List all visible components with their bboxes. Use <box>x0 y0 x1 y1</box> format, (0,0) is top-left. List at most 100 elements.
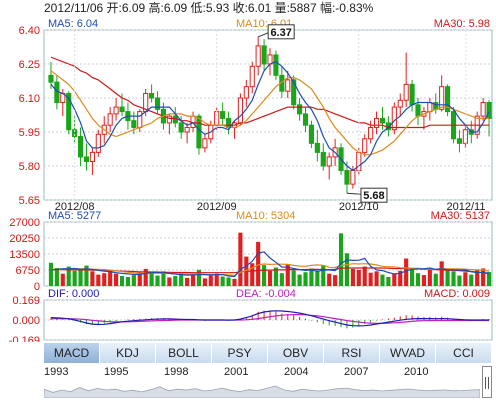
candle-body <box>486 102 492 119</box>
navigator-year-label: 2001 <box>224 366 249 378</box>
volume-bar <box>344 253 350 286</box>
volume-bar <box>457 275 462 286</box>
candle-body <box>83 156 90 162</box>
tab-boll[interactable]: BOLL <box>156 343 212 363</box>
candle-body <box>409 83 415 106</box>
high-marker-box <box>267 24 295 40</box>
navigator-year-label: 2007 <box>344 366 369 378</box>
volume-bar <box>421 275 426 286</box>
candle-body <box>326 156 332 167</box>
volume-bar <box>291 270 296 286</box>
candle-body <box>154 97 161 110</box>
volume-bar <box>167 277 172 286</box>
candle-body <box>237 97 243 124</box>
volume-bar <box>338 233 344 286</box>
volume-bar <box>96 274 101 286</box>
candle-body <box>178 122 184 133</box>
tab-kdj[interactable]: KDJ <box>100 343 156 363</box>
volume-ma30-label: MA30: 5137 <box>431 210 490 222</box>
tab-psy[interactable]: PSY <box>212 343 268 363</box>
candle-body <box>77 136 84 158</box>
tab-wvad[interactable]: WVAD <box>380 343 436 363</box>
volume-bar <box>256 241 261 286</box>
candle-body <box>131 120 137 128</box>
macd-panel: 0.169 0.000 -0.169 DIF: 0.000 DEA: -0.004 MAC… <box>9 288 493 342</box>
candle-body <box>379 117 386 124</box>
volume-bar <box>279 273 284 286</box>
navigator-year-label: 1995 <box>104 366 129 378</box>
volume-bar <box>78 268 83 286</box>
high-marker-label: 6.37 <box>270 27 291 39</box>
price-tick-label: 6.40 <box>19 25 40 37</box>
candle-body <box>350 170 356 185</box>
volume-bar <box>481 268 486 286</box>
volume-tick-label: 13500 <box>9 249 40 261</box>
candle-body <box>415 104 421 117</box>
time-navigator[interactable]: 1993 1995 1998 2001 2004 2007 2010 <box>44 366 492 398</box>
candle-body <box>439 86 445 110</box>
volume-bar <box>315 270 320 286</box>
volume-bar <box>114 273 119 286</box>
candle-body <box>373 117 380 128</box>
volume-bar <box>137 272 142 286</box>
tab-cci[interactable]: CCI <box>436 343 492 363</box>
macd-dif-line <box>50 310 489 327</box>
volume-bar <box>196 269 202 286</box>
candle-body <box>255 45 261 67</box>
volume-bar <box>208 275 213 286</box>
candle-body <box>119 106 125 113</box>
price-tick-label: 6.25 <box>19 59 40 71</box>
candle-body <box>362 138 368 153</box>
candle-body <box>225 117 232 128</box>
candle-body <box>261 45 267 65</box>
price-tick-label: 5.65 <box>19 195 40 207</box>
volume-bar <box>84 265 89 286</box>
price-ma30-line <box>50 56 489 129</box>
volume-bar <box>60 273 65 286</box>
volume-bar <box>238 232 243 286</box>
candle-body <box>302 113 309 126</box>
volume-bar <box>48 262 54 286</box>
volume-bar <box>185 277 190 286</box>
volume-bar <box>214 273 219 286</box>
grip-icon <box>485 377 489 389</box>
navigator-year-label: 1993 <box>44 366 69 378</box>
date-label: 2012/09 <box>197 201 237 213</box>
volume-bar <box>368 272 373 286</box>
volume-bar <box>220 276 225 286</box>
candle-body <box>48 74 54 83</box>
candle-body <box>220 111 226 119</box>
volume-bar <box>250 263 255 286</box>
volume-panel: 27000 20250 13500 6750 0 MA5: 5277 MA10: 5304 M… <box>9 210 493 293</box>
volume-bar <box>321 265 326 286</box>
volume-bar <box>267 270 273 286</box>
volume-bar <box>143 268 148 286</box>
volume-bar <box>333 275 338 286</box>
price-ma10-line <box>50 70 489 156</box>
candle-body <box>462 129 468 144</box>
candle-body <box>480 102 486 117</box>
navigator-year-label: 1998 <box>164 366 189 378</box>
candle-body <box>456 138 463 144</box>
candle-body <box>297 104 303 115</box>
candle-body <box>427 102 433 113</box>
volume-bar <box>161 271 166 286</box>
volume-bar <box>445 268 450 286</box>
price-ma5-label: MA5: 6.04 <box>48 18 98 30</box>
candle-body <box>267 54 273 65</box>
tab-rsi[interactable]: RSI <box>324 343 380 363</box>
macd-value-label: MACD: 0.009 <box>424 288 490 300</box>
stock-chart: 2012/11/06 开:6.09 高:6.09 低:5.93 收:6.01 量… <box>9 0 493 342</box>
volume-bar <box>119 276 125 286</box>
tab-obv[interactable]: OBV <box>268 343 324 363</box>
volume-ma5-label: MA5: 5277 <box>48 210 101 222</box>
volume-bar <box>108 270 113 286</box>
navigator-scroll-handle[interactable] <box>482 366 492 398</box>
volume-bar <box>451 271 456 286</box>
volume-bar <box>54 267 59 286</box>
volume-ma10-line <box>50 263 490 276</box>
candle-body <box>66 92 72 131</box>
tab-macd[interactable]: MACD <box>44 343 100 363</box>
indicator-tabs: MACD KDJ BOLL PSY OBV RSI WVAD CCI <box>44 343 492 363</box>
